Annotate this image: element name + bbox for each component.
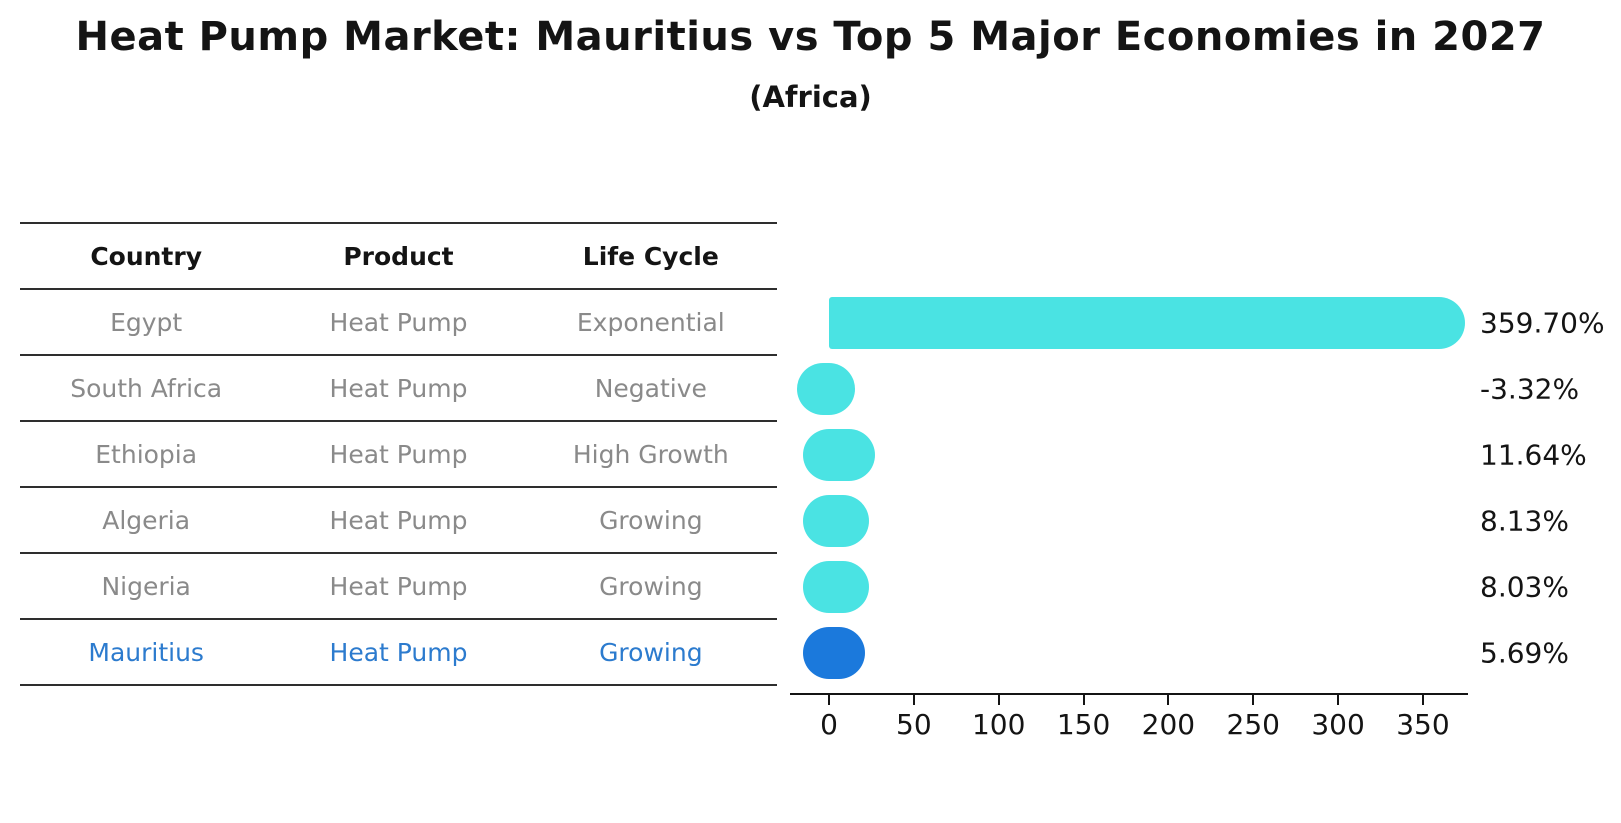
table-row: Egypt Heat Pump Exponential — [20, 290, 777, 356]
life-cycle-cell: Negative — [594, 373, 707, 403]
column-header-life-cycle: Life Cycle — [582, 241, 719, 271]
table-header-row: Country Product Life Cycle — [20, 224, 777, 290]
bar-egypt — [829, 297, 1466, 349]
product-cell: Heat Pump — [329, 505, 468, 535]
product-cell: Heat Pump — [329, 373, 468, 403]
country-cell: Mauritius — [88, 637, 204, 667]
life-cycle-cell: Growing — [599, 637, 703, 667]
bar-south-africa — [797, 363, 855, 415]
x-axis-tick — [1167, 695, 1170, 705]
table-row: Nigeria Heat Pump Growing — [20, 554, 777, 620]
table-row: Algeria Heat Pump Growing — [20, 488, 777, 554]
life-cycle-cell: Exponential — [576, 307, 725, 337]
bar-ethiopia — [803, 429, 875, 481]
x-axis-tick-label: 150 — [1056, 708, 1111, 741]
value-label: 5.69% — [1480, 636, 1569, 670]
comparison-table: Country Product Life Cycle Egypt Heat Pu… — [20, 222, 777, 686]
column-header-product: Product — [343, 241, 454, 271]
x-axis-tick-label: 0 — [820, 708, 838, 741]
table-body: Egypt Heat Pump Exponential South Africa… — [20, 290, 777, 686]
column-header-country: Country — [90, 241, 203, 271]
x-axis-tick-label: 50 — [896, 708, 932, 741]
country-cell: Ethiopia — [95, 439, 198, 469]
country-cell: Egypt — [110, 307, 183, 337]
value-label: -3.32% — [1480, 372, 1580, 406]
bar-nigeria — [803, 561, 869, 613]
life-cycle-cell: Growing — [599, 571, 703, 601]
x-axis-tick-label: 250 — [1226, 708, 1280, 741]
value-label: 359.70% — [1480, 306, 1605, 340]
x-axis-tick — [1421, 695, 1424, 705]
x-axis-line — [790, 693, 1468, 695]
x-axis-tick — [912, 695, 915, 705]
value-label: 8.03% — [1480, 570, 1569, 604]
life-cycle-cell: High Growth — [572, 439, 729, 469]
x-axis-tick — [828, 695, 830, 705]
x-axis-tick — [1337, 695, 1340, 705]
table-row: South Africa Heat Pump Negative — [20, 356, 777, 422]
product-cell: Heat Pump — [329, 571, 468, 601]
x-axis-tick-label: 200 — [1141, 708, 1196, 741]
value-label: 8.13% — [1480, 504, 1569, 538]
product-cell: Heat Pump — [329, 439, 468, 469]
chart-subtitle: (Africa) — [749, 80, 872, 114]
x-axis-tick-label: 300 — [1311, 708, 1365, 741]
life-cycle-cell: Growing — [599, 505, 703, 535]
product-cell: Heat Pump — [329, 637, 468, 667]
x-axis-tick-label: 100 — [971, 708, 1026, 741]
table-row: Ethiopia Heat Pump High Growth — [20, 422, 777, 488]
product-cell: Heat Pump — [329, 307, 468, 337]
x-axis-tick-label: 350 — [1396, 708, 1450, 741]
country-cell: South Africa — [70, 373, 223, 403]
x-axis-tick — [997, 695, 1000, 705]
chart-title: Heat Pump Market: Mauritius vs Top 5 Maj… — [75, 14, 1546, 60]
table-row: Mauritius Heat Pump Growing — [20, 620, 777, 686]
country-cell: Algeria — [102, 505, 191, 535]
x-axis-tick — [1082, 695, 1085, 705]
x-axis-tick — [1252, 695, 1255, 705]
value-label: 11.64% — [1480, 438, 1587, 472]
bar-mauritius — [803, 627, 865, 679]
country-cell: Nigeria — [101, 571, 191, 601]
bar-algeria — [803, 495, 869, 547]
